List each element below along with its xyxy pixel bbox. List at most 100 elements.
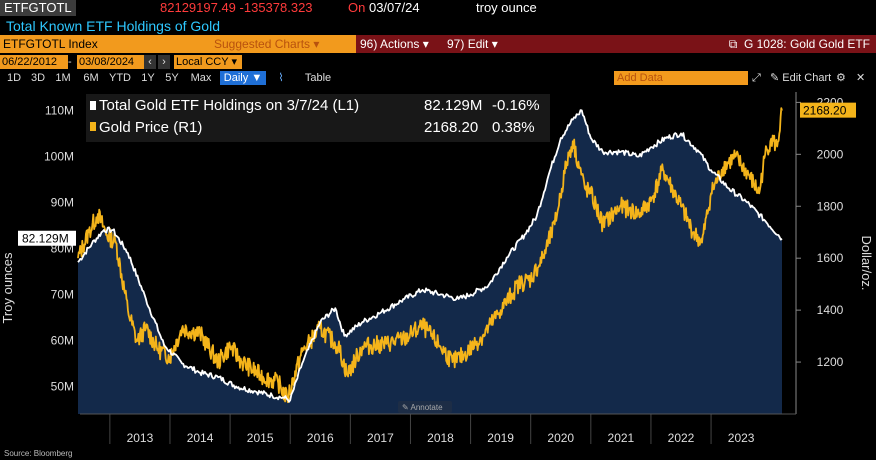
line-chart-icon[interactable]: ⌇ [278, 72, 284, 84]
legend-background [86, 94, 550, 142]
actions-label: Actions [380, 37, 420, 51]
legend-swatch-gold [90, 122, 96, 131]
legend-gold-change: 0.38% [492, 119, 535, 136]
edit-chart-button[interactable]: ✎ Edit Chart [770, 71, 831, 85]
legend-gold-value: 2168.20 [424, 119, 478, 136]
period-max[interactable]: Max [190, 72, 212, 84]
chevron-right-icon[interactable]: › [158, 55, 170, 69]
edit-key: 97) [447, 37, 465, 51]
period-3d[interactable]: 3D [30, 72, 46, 84]
legend-swatch-etf [90, 101, 96, 110]
x-tick-label: 2016 [307, 431, 334, 445]
chevron-down-icon: ▾ [422, 37, 429, 51]
period-5y[interactable]: 5Y [165, 72, 179, 84]
left-tick-label: 70M [51, 287, 74, 301]
period-ytd[interactable]: YTD [109, 72, 131, 84]
chevron-down-icon: ▾ [313, 37, 320, 51]
left-tick-label: 110M [45, 103, 74, 117]
period-1y[interactable]: 1Y [141, 72, 155, 84]
annotate-box [398, 401, 452, 413]
edit-menu[interactable]: 97) Edit ▾ [447, 35, 498, 53]
right-tick-label: 1400 [817, 303, 844, 317]
left-axis-label: Troy ounces [0, 252, 15, 324]
actions-menu[interactable]: 96) Actions ▾ [360, 35, 429, 53]
etf-tag-value: 82.129M [22, 232, 69, 246]
period-1m[interactable]: 1M [55, 72, 71, 84]
period-bar: 1D 3D 1M 6M YTD 1Y 5Y Max Daily ▼ ⌇ Tabl… [0, 71, 876, 86]
date-prefix: On [348, 0, 366, 15]
left-tick-label: 50M [51, 379, 74, 393]
suggested-charts-label: Suggested Charts [214, 37, 311, 51]
date-value: 03/07/24 [368, 0, 420, 15]
edit-label: Edit [467, 37, 489, 51]
actions-key: 96) [360, 37, 378, 51]
right-tick-label: 1200 [817, 355, 844, 369]
right-tick-label: 1600 [817, 251, 844, 265]
suggested-charts-dropdown[interactable]: Suggested Charts ▾ [210, 35, 356, 53]
period-1d[interactable]: 1D [6, 72, 22, 84]
x-tick-label: 2022 [668, 431, 695, 445]
triangle-down-icon: ▼ [251, 72, 263, 84]
security-input[interactable]: ETFGTOTL Index [0, 35, 210, 53]
pencil-icon: ✎ [770, 72, 780, 84]
add-data-input[interactable]: Add Data [614, 71, 748, 85]
end-date-input[interactable]: 03/08/2024 [77, 55, 145, 69]
x-tick-label: 2013 [127, 431, 154, 445]
annotate-button[interactable]: ✎ Annotate [398, 401, 452, 413]
frequency-select[interactable]: Daily ▼ [220, 71, 266, 85]
chart-reference[interactable]: ⧉ G 1028: Gold Gold ETF [729, 35, 870, 53]
x-axis-ticks: 2013 2014 2015 2016 2017 2018 2019 2020 2021 2022… [127, 431, 755, 445]
table-button[interactable]: Table [304, 72, 332, 84]
right-tick-label: 2000 [817, 147, 844, 161]
etf-tag-box [18, 230, 76, 246]
chevron-down-icon: ▾ [231, 56, 237, 68]
x-tick-label: 2015 [247, 431, 274, 445]
frequency-label: Daily [223, 72, 249, 84]
ticker-label[interactable]: ETFGTOTL [0, 0, 76, 16]
right-axis-label: Dollar/oz. [859, 236, 874, 291]
left-tick-label: 90M [51, 195, 74, 209]
x-tick-label: 2020 [547, 431, 574, 445]
gold-tag-box [800, 102, 856, 118]
gear-icon[interactable]: ⚙ [836, 72, 846, 84]
x-tick-label: 2019 [487, 431, 514, 445]
chart-reference-label: G 1028: Gold Gold ETF [743, 37, 870, 51]
x-tick-label: 2018 [427, 431, 454, 445]
currency-label: Local CCY [176, 56, 229, 68]
source-footer: Source: Bloomberg [4, 449, 73, 458]
chevron-left-icon[interactable]: ‹ [144, 55, 156, 69]
x-tick-label: 2017 [367, 431, 394, 445]
gold-last-value-tag: 2168.20 [800, 102, 856, 118]
price-change: 82129197.49 -135378.323 [160, 0, 313, 15]
legend-etf-value: 82.129M [424, 97, 482, 114]
period-6m[interactable]: 6M [83, 72, 99, 84]
settings-icon[interactable]: ⤢ [752, 72, 761, 84]
date-separator: - [68, 56, 72, 68]
as-of-date: On 03/07/24 [348, 0, 420, 16]
x-tick-label: 2023 [728, 431, 755, 445]
legend-etf-change: -0.16% [492, 97, 540, 114]
pencil-icon: ✎ [402, 403, 410, 412]
left-tick-label: 100M [44, 149, 74, 163]
annotate-label: ✎ Annotate [402, 403, 443, 412]
security-header: ETFGTOTL 82129197.49 -135378.323 On 03/0… [0, 0, 876, 18]
close-icon[interactable]: ✕ [856, 72, 866, 84]
gold-tag-value: 2168.20 [803, 104, 847, 118]
menu-bar: ETFGTOTL Index Suggested Charts ▾ 96) Ac… [0, 35, 876, 53]
unit-label: troy ounce [476, 0, 537, 15]
etf-holdings-line[interactable] [77, 109, 783, 403]
annotate-text: Annotate [410, 403, 443, 412]
popout-icon[interactable]: ⧉ [728, 37, 738, 51]
start-date-input[interactable]: 06/22/2012 [0, 55, 68, 69]
right-tick-label: 1800 [817, 199, 844, 213]
legend-gold-name: Gold Price (R1) [99, 119, 202, 136]
vertical-gridlines [109, 414, 712, 444]
gold-price-line[interactable] [77, 107, 783, 404]
edit-chart-label: Edit Chart [782, 72, 832, 84]
security-description: Total Known ETF Holdings of Gold [6, 18, 220, 34]
legend-etf-name: Total Gold ETF Holdings on 3/7/24 (L1) [99, 97, 359, 114]
date-range-bar: 06/22/2012 - 03/08/2024 ‹ › Local CCY ▾ [0, 55, 876, 70]
currency-select[interactable]: Local CCY ▾ [174, 55, 242, 69]
left-tick-label: 60M [51, 333, 74, 347]
